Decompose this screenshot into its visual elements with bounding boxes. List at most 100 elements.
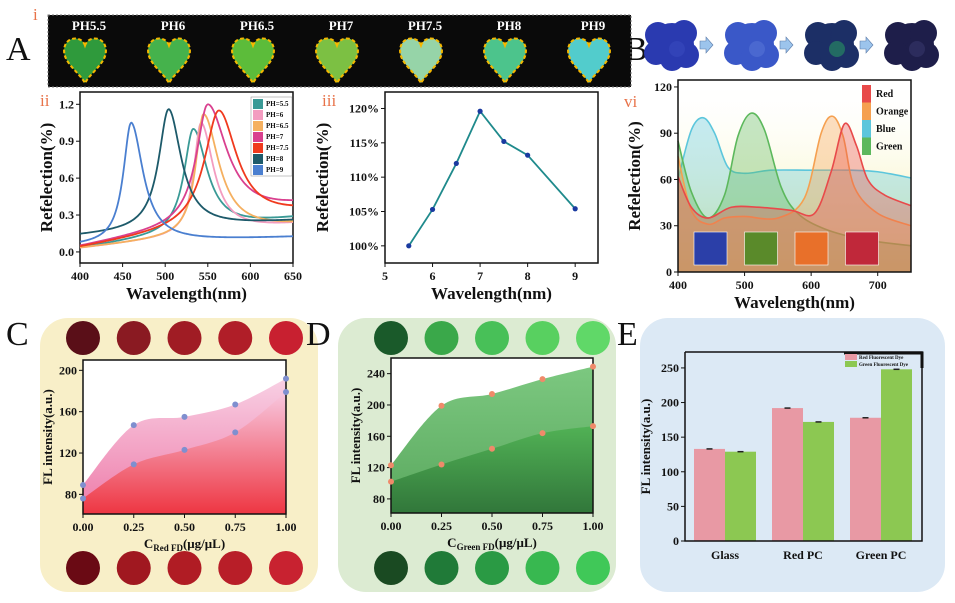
color-stage-image — [884, 20, 939, 71]
legend-label: PH=7 — [266, 133, 284, 141]
data-point — [429, 206, 436, 213]
x-tick-label: 400 — [669, 278, 687, 292]
data-point — [572, 206, 578, 212]
data-point — [130, 422, 137, 429]
y-tick-label: 0.3 — [59, 208, 74, 222]
legend-swatch — [845, 361, 857, 367]
y-tick-label: 150 — [661, 430, 679, 444]
sample-dish-image — [269, 551, 303, 585]
data-point — [232, 401, 239, 408]
data-point — [181, 446, 188, 453]
ph-sample-label: PH8 — [497, 18, 522, 33]
ph-sample: PH7.5 — [399, 18, 443, 86]
cloud-blob — [831, 20, 857, 46]
legend-swatch — [845, 354, 857, 360]
legend-border — [844, 351, 924, 368]
cloud-blob — [911, 20, 937, 46]
data-point — [590, 363, 596, 370]
x-tick-label: 0.75 — [225, 520, 246, 534]
legend-label: Orange — [876, 107, 909, 118]
y-axis-label: Refelection(%) — [625, 121, 644, 231]
x-tick-label: 0.25 — [123, 520, 144, 534]
x-tick-label: 400 — [71, 269, 89, 283]
x-tick-label: 550 — [199, 269, 217, 283]
color-stage-image — [644, 20, 699, 71]
ph-sample-label: PH5.5 — [72, 18, 107, 33]
charts: 400 450 500 550 600 6500.00.30.60.91.2Refelec… — [37, 79, 924, 585]
x-tick-label: 6 — [430, 269, 436, 283]
cloud-blob — [805, 22, 831, 48]
sample-dish-image — [116, 321, 151, 355]
legend-label: PH=7.5 — [266, 144, 289, 152]
y-axis-label: FL intensity(a.u.) — [40, 389, 55, 485]
x-axis-label-unit: (μg/μL) — [183, 536, 225, 551]
data-point — [181, 413, 188, 420]
sub-label-iii: iii — [322, 91, 336, 110]
y-tick-label: 120% — [349, 101, 379, 115]
bar-green-pc-red — [850, 417, 881, 541]
x-axis-label: Wavelength(nm) — [431, 284, 552, 303]
data-point — [453, 160, 459, 167]
legend-swatch — [253, 110, 263, 120]
cloud-blob — [751, 20, 777, 46]
cloud-highlight — [829, 41, 845, 57]
heart-sample-image — [231, 37, 275, 86]
data-point — [283, 375, 289, 382]
ph-sample: PH7 — [315, 18, 359, 86]
data-point — [590, 423, 596, 430]
ph-sample-label: PH7.5 — [408, 18, 443, 33]
lower-series-area — [391, 426, 593, 513]
legend-box — [250, 96, 293, 177]
cloud-highlight — [749, 41, 765, 57]
y-tick-label: 0.6 — [59, 171, 74, 185]
legend-label: Red Fluorescent Dye — [859, 356, 904, 361]
legend-swatch — [862, 102, 871, 120]
y-tick-label: 115% — [350, 136, 379, 150]
legend-label: PH=8 — [266, 155, 284, 163]
cloud-blob — [645, 22, 671, 48]
series-line-PH=8 — [79, 108, 294, 235]
data-point — [438, 461, 445, 468]
y-tick-label: 200 — [59, 363, 77, 377]
heart-sample-image — [147, 37, 191, 86]
arrow-right-icon — [699, 36, 714, 54]
y-tick-label: 30 — [660, 219, 672, 233]
sample-dish-image — [374, 551, 408, 585]
y-tick-label: 160 — [59, 405, 77, 419]
sample-dish-image — [167, 551, 202, 585]
y-tick-label: 105% — [349, 204, 379, 218]
color-change-sequence — [644, 20, 939, 71]
x-axis-label: CRed FD(μg/μL) — [144, 536, 225, 553]
sub-label-i: i — [33, 5, 38, 24]
x-tick-label: 7 — [477, 269, 483, 283]
bar-glass-green — [725, 451, 756, 541]
series-line-PH=6.5 — [79, 113, 294, 249]
x-tick-label: 1.00 — [276, 520, 297, 534]
data-point — [130, 461, 137, 468]
data-point — [489, 445, 495, 452]
x-axis-label-subscript: Green FD — [457, 542, 496, 552]
legend-label: PH=6 — [266, 111, 284, 119]
x-tick-label: 700 — [869, 278, 887, 292]
y-tick-label: 0.0 — [59, 245, 74, 259]
x-tick-label: 0.00 — [381, 519, 402, 533]
sample-dish-image — [167, 321, 202, 355]
panel-label-d: D — [306, 316, 331, 353]
data-point — [80, 495, 86, 502]
y-tick-label: 0 — [666, 265, 672, 279]
legend-swatch — [253, 154, 263, 164]
legend-swatch — [862, 120, 871, 138]
sample-dish-image — [576, 551, 610, 585]
legend-swatch — [253, 132, 263, 142]
ph-sample: PH6 — [147, 18, 191, 86]
data-point — [477, 108, 483, 114]
y-tick-label: 60 — [660, 172, 672, 186]
y-tick-label: 80 — [65, 487, 77, 501]
color-stage-image — [804, 20, 859, 71]
sub-label-vi: vi — [624, 92, 638, 111]
data-point — [489, 391, 495, 398]
data-point — [438, 402, 445, 409]
sample-swatch-image — [693, 231, 728, 266]
sample-dish-image — [269, 321, 303, 355]
sample-dish-image — [218, 321, 253, 355]
